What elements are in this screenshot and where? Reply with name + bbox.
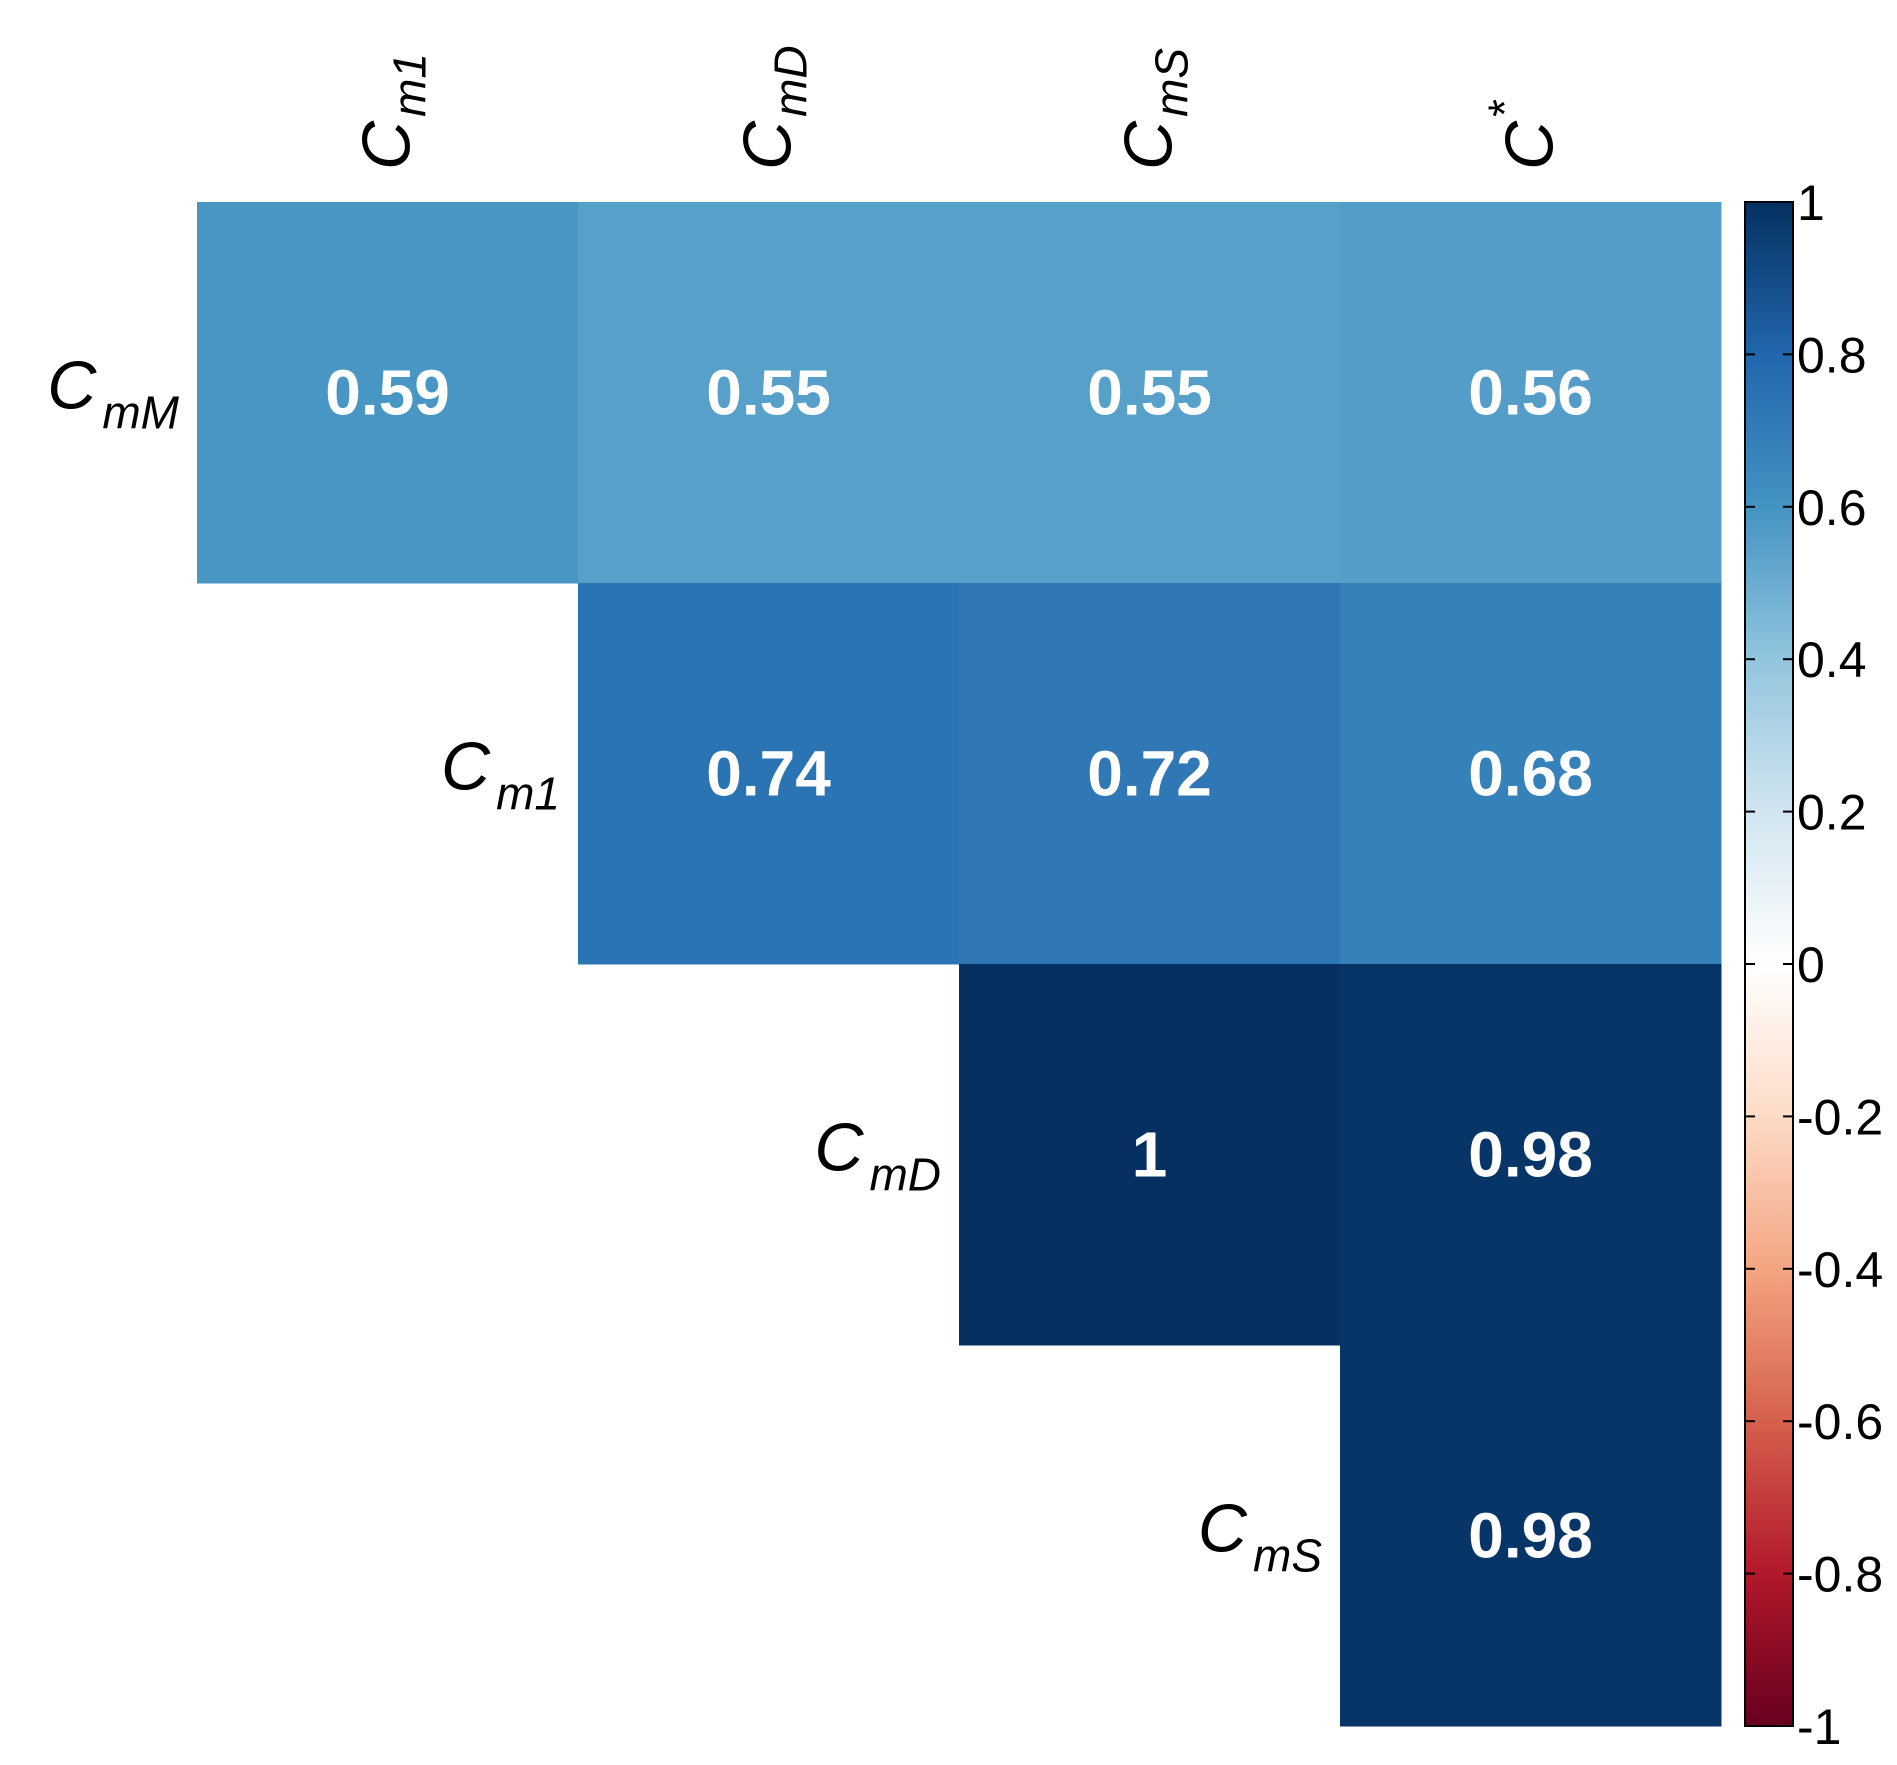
cell-value-label: 0.56 [1468,357,1593,429]
column-labels: Cm1 CmD CmS C* [349,45,1568,170]
heatmap-cell-r0-c0 [197,202,579,584]
heatmap-cell-r2-c3 [1340,964,1722,1346]
column-label-2: CmS [1111,48,1198,170]
colorbar-tick-label: 0.2 [1797,785,1867,841]
cell-value-label: 0.59 [325,357,450,429]
svg-text:CmS: CmS [1111,48,1198,170]
heatmap-cell-r3-c3 [1340,1345,1722,1727]
svg-text:C*: C* [1479,99,1568,170]
cell-value-label: 0.98 [1468,1500,1593,1572]
svg-text:CmD: CmD [730,45,817,170]
column-label-1: CmD [730,45,817,170]
heatmap-cell-r1-c2 [959,583,1341,965]
heatmap-cells [197,202,1722,1727]
heatmap-cell-r2-c2 [959,964,1341,1346]
cell-value-label: 0.55 [706,357,831,429]
svg-text:Cm1: Cm1 [349,53,436,170]
cell-value-label: 0.98 [1468,1119,1593,1191]
heatmap-cell-r0-c2 [959,202,1341,584]
cell-value-labels: 0.59 0.55 0.55 0.56 0.74 0.72 0.68 1 0.98 0.98 [325,357,1593,1572]
colorbar-tick-label: 0.6 [1797,480,1867,536]
cell-value-label: 0.55 [1087,357,1212,429]
colorbar-tick-label: 0 [1797,937,1825,993]
cell-value-label: 0.74 [706,738,831,810]
heatmap-cell-r0-c3 [1340,202,1722,584]
colorbar-tick-label: -0.4 [1797,1242,1883,1298]
cell-value-label: 1 [1132,1119,1168,1191]
colorbar-tick-label: -0.6 [1797,1394,1883,1450]
heatmap-cell-r0-c1 [578,202,960,584]
colorbar-tick-label: 1 [1797,175,1825,231]
colorbar-tick-label: -0.8 [1797,1547,1883,1603]
column-label-0: Cm1 [349,53,436,170]
colorbar: 1 0.8 0.6 0.4 0.2 0 -0.2 -0.4 -0.6 -0.8 -1 [1744,175,1883,1755]
cell-value-label: 0.72 [1087,738,1212,810]
colorbar-tick-label: -1 [1797,1699,1841,1755]
colorbar-tick-label: 0.8 [1797,327,1867,383]
heatmap-cell-r1-c1 [578,583,960,965]
column-label-3: C* [1479,99,1568,170]
heatmap-cell-r1-c3 [1340,583,1722,965]
colorbar-tick-label: -0.2 [1797,1089,1883,1145]
cell-value-label: 0.68 [1468,738,1593,810]
colorbar-tick-label: 0.4 [1797,632,1867,688]
